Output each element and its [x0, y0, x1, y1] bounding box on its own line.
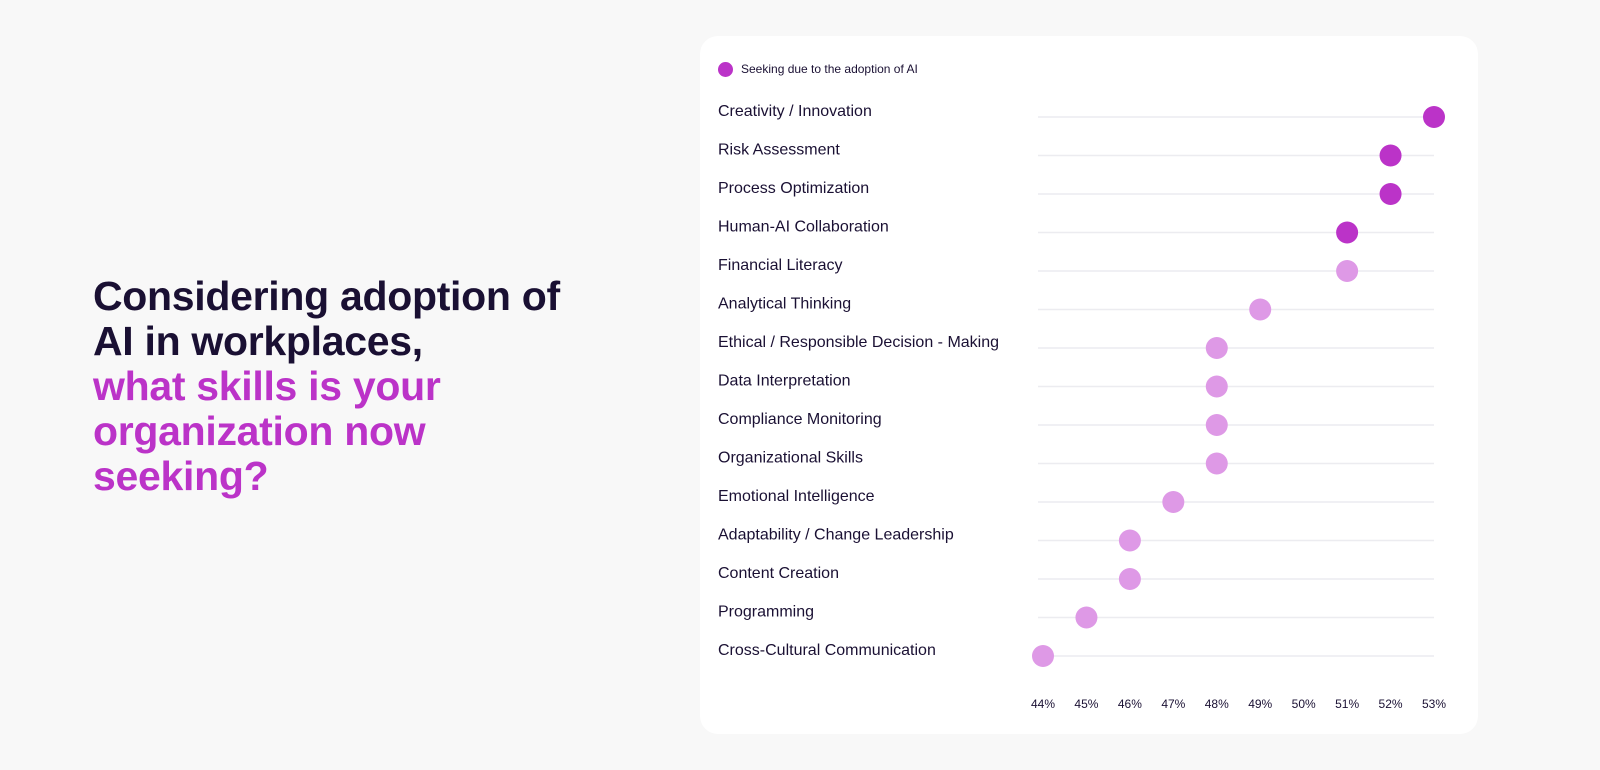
x-tick-label: 45% — [1074, 697, 1098, 711]
data-point — [1118, 529, 1141, 552]
data-point — [1336, 221, 1359, 244]
category-label: Emotional Intelligence — [718, 488, 875, 505]
category-label: Financial Literacy — [718, 257, 843, 274]
category-label: Adaptability / Change Leadership — [718, 527, 954, 544]
headline-question: Considering adoption of AI in workplaces… — [93, 273, 560, 364]
category-label: Compliance Monitoring — [718, 411, 882, 428]
x-tick-label: 50% — [1292, 697, 1316, 711]
category-label: Content Creation — [718, 565, 839, 582]
x-tick-label: 44% — [1031, 697, 1055, 711]
category-label: Creativity / Innovation — [718, 103, 872, 120]
category-label: Data Interpretation — [718, 373, 851, 390]
category-label: Organizational Skills — [718, 450, 863, 467]
category-label: Programming — [718, 604, 814, 621]
data-point — [1162, 491, 1185, 513]
category-label: Process Optimization — [718, 180, 869, 197]
x-tick-label: 52% — [1379, 697, 1403, 711]
data-point — [1249, 298, 1272, 321]
category-label: Analytical Thinking — [718, 296, 851, 313]
data-point — [1379, 144, 1402, 167]
chart-legend: Seeking due to the adoption of AI — [718, 60, 918, 78]
data-point — [1379, 183, 1402, 205]
category-label: Human-AI Collaboration — [718, 219, 889, 236]
x-tick-label: 53% — [1422, 697, 1446, 711]
data-point — [1423, 106, 1445, 128]
data-point — [1205, 337, 1228, 359]
data-point — [1205, 375, 1228, 398]
x-tick-label: 49% — [1248, 697, 1272, 711]
data-point — [1118, 568, 1141, 590]
x-tick-label: 48% — [1205, 697, 1229, 711]
data-point — [1336, 260, 1359, 282]
category-label: Cross-Cultural Communication — [718, 642, 936, 659]
x-tick-label: 47% — [1161, 697, 1185, 711]
legend-label: Seeking due to the adoption of AI — [741, 62, 918, 76]
data-point — [1075, 606, 1098, 629]
x-tick-label: 51% — [1335, 697, 1359, 711]
x-tick-label: 46% — [1118, 697, 1142, 711]
data-point — [1205, 414, 1228, 436]
headline: Considering adoption of AI in workplaces… — [93, 274, 573, 499]
headline-question-highlight: what skills is your organization now see… — [93, 363, 441, 499]
category-label: Risk Assessment — [718, 142, 840, 159]
data-point — [1205, 452, 1228, 475]
legend-marker — [718, 61, 733, 77]
category-label: Ethical / Responsible Decision - Making — [718, 334, 999, 351]
data-point — [1032, 645, 1054, 667]
